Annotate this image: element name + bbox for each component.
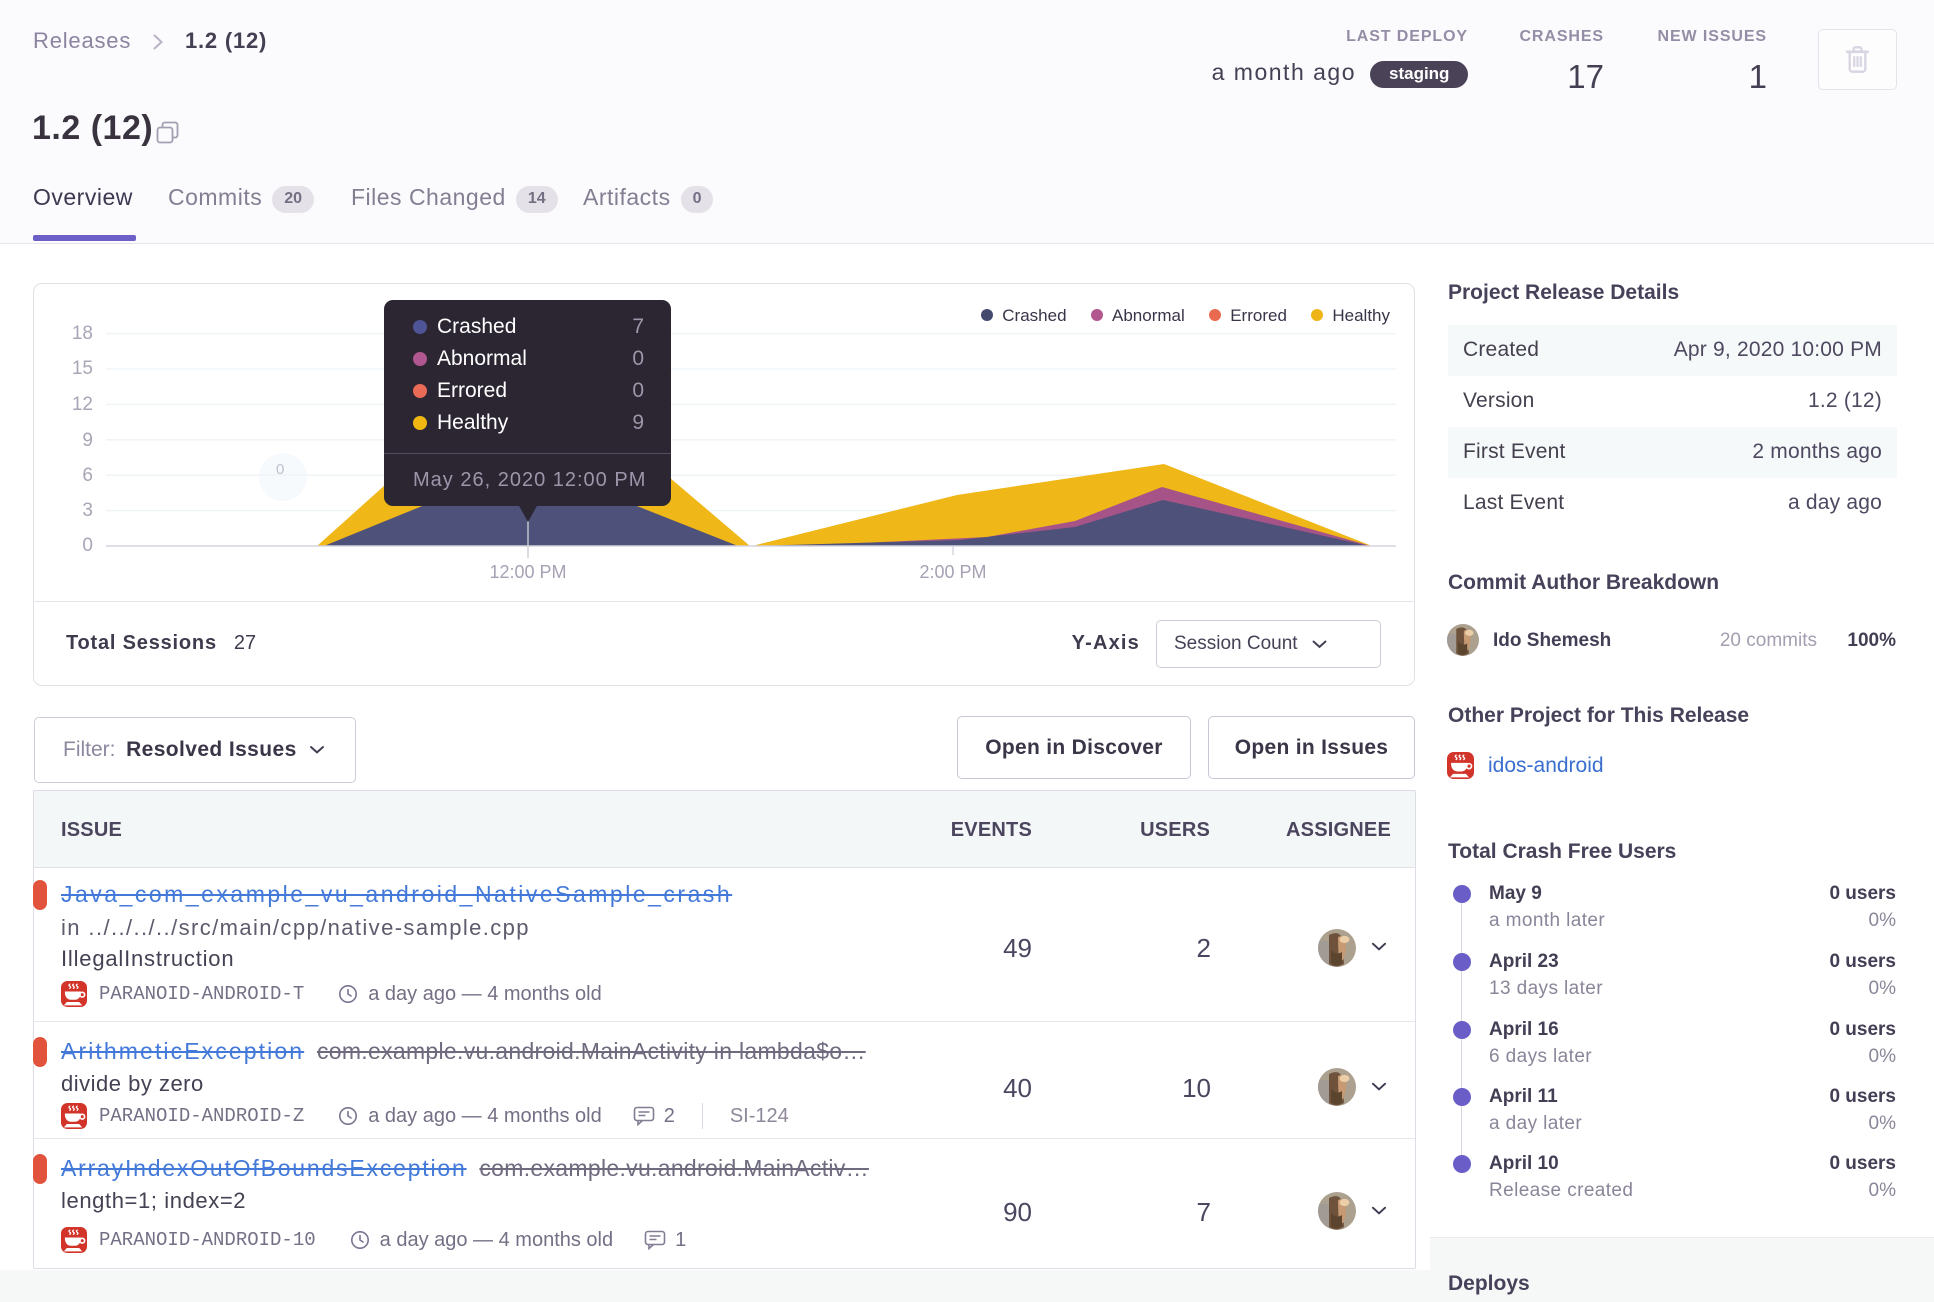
svg-text:0: 0 xyxy=(276,461,284,478)
